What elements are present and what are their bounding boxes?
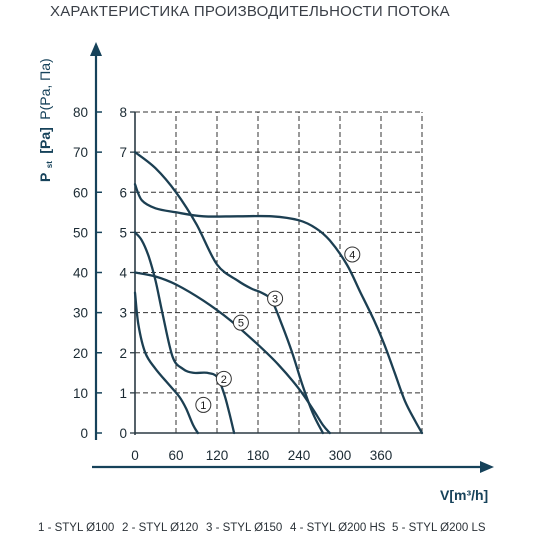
y-tick-label-outer: 40 <box>73 266 88 281</box>
x-axis-arrow-icon <box>480 461 494 473</box>
grid <box>135 111 423 433</box>
y-tick-label-inner: 4 <box>119 266 127 281</box>
curve-label-1: 1 <box>200 400 206 412</box>
curve-label-circle-2 <box>215 370 232 387</box>
curve-label-3: 3 <box>272 294 278 306</box>
curve-2 <box>133 231 236 435</box>
curve-5 <box>133 271 331 435</box>
curve-4 <box>133 183 424 435</box>
curve-labels: 1 2 3 4 5 <box>195 246 361 413</box>
curve-label-circle-5 <box>232 314 249 331</box>
x-tick-label: 300 <box>329 448 352 463</box>
y-axis-arrow-icon <box>90 42 102 56</box>
chart-title: ХАРАКТЕРИСТИКА ПРОИЗВОДИТЕЛЬНОСТИ ПОТОКА <box>50 3 450 20</box>
y-tick-label-outer: 30 <box>73 306 88 321</box>
y-tick-label-inner: 3 <box>119 306 127 321</box>
tick-labels: 0 010 120 230 340 450 560 670 780 80 60 120 180 240 30… <box>73 105 392 463</box>
curve-label-circle-1 <box>195 396 212 413</box>
curves <box>133 150 424 435</box>
legend-item-2: 2 - STYL Ø120 <box>122 522 198 534</box>
x-axis-label: V[m³/h] <box>440 487 488 503</box>
legend-item-3: 3 - STYL Ø150 <box>206 522 282 534</box>
y-tick-label-inner: 7 <box>119 145 127 160</box>
y-tick-label-outer: 50 <box>73 225 88 240</box>
curve-label-5: 5 <box>238 318 244 330</box>
y-tick-label-inner: 0 <box>119 426 127 441</box>
y-tick-label-outer: 0 <box>80 426 88 441</box>
curve-3 <box>133 150 325 435</box>
x-tick-label: 120 <box>206 448 229 463</box>
y-tick-label-inner: 1 <box>119 386 127 401</box>
y-tick-label-inner: 8 <box>119 105 127 120</box>
y-axis-label: P st [Pa] P(Pa, Па) <box>37 58 56 182</box>
y-tick-label-outer: 70 <box>73 145 88 160</box>
curve-1 <box>133 291 200 435</box>
y-tick-label-inner: 5 <box>119 225 127 240</box>
curve-label-circle-4 <box>344 246 361 263</box>
curve-label-2: 2 <box>221 374 227 386</box>
curve-label-4: 4 <box>349 249 355 261</box>
y-tick-label-inner: 2 <box>119 346 127 361</box>
axes <box>90 42 494 473</box>
legend-item-5: 5 - STYL Ø200 LS <box>392 522 486 534</box>
x-tick-label: 240 <box>288 448 311 463</box>
curve-label-circle-3 <box>267 290 284 307</box>
x-tick-label: 0 <box>131 448 139 463</box>
y-tick-label-outer: 10 <box>73 386 88 401</box>
legend-item-4: 4 - STYL Ø200 HS <box>290 522 386 534</box>
y-tick-label-outer: 80 <box>73 105 88 120</box>
legend-item-1: 1 - STYL Ø100 <box>38 522 114 534</box>
x-tick-label: 60 <box>168 448 183 463</box>
y-tick-label-inner: 6 <box>119 185 127 200</box>
y-tick-label-outer: 60 <box>73 185 88 200</box>
y-tick-label-outer: 20 <box>73 346 88 361</box>
x-tick-label: 180 <box>247 448 270 463</box>
legend: 1 - STYL Ø100 2 - STYL Ø120 3 - STYL Ø150 4… <box>38 522 486 534</box>
x-tick-label: 360 <box>370 448 393 463</box>
